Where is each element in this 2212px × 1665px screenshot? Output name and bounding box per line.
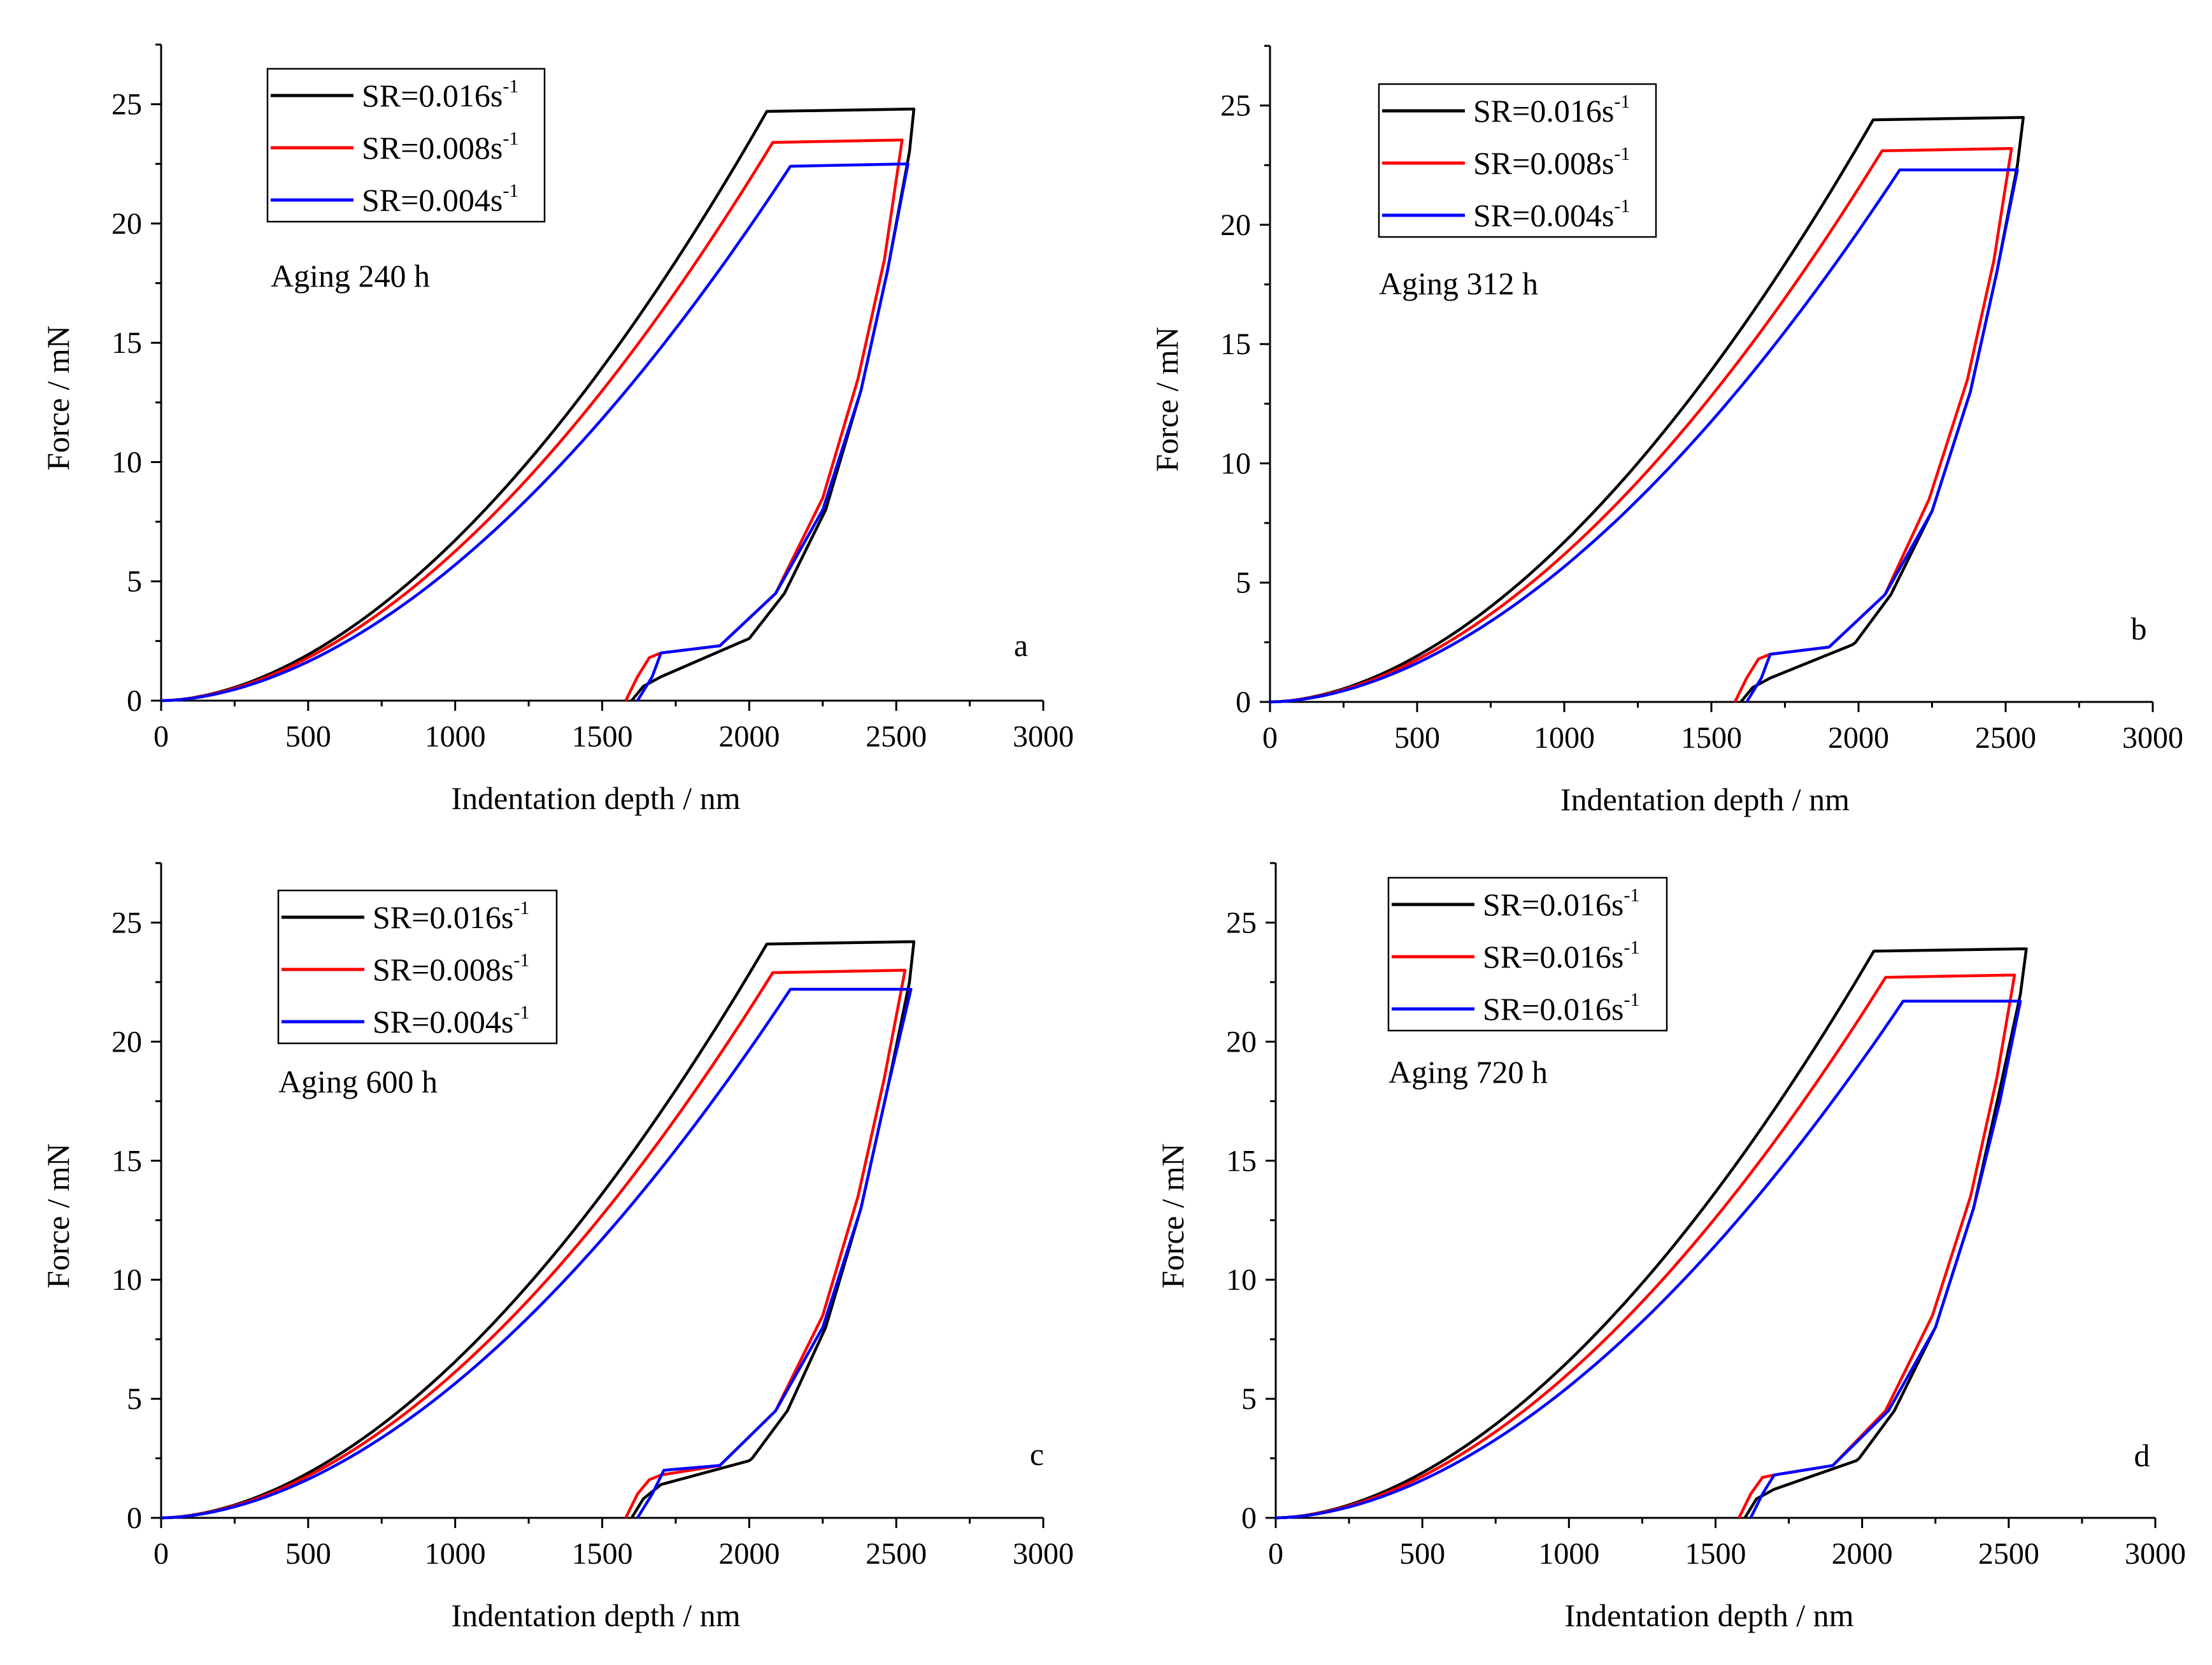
x-tick-label: 1500 <box>572 720 633 754</box>
series-line-1 <box>161 138 904 703</box>
series-line-0 <box>1269 116 2025 704</box>
y-tick-label: 10 <box>1220 447 1251 480</box>
x-tick-label: 1500 <box>572 1537 633 1571</box>
x-tick-label: 0 <box>153 1537 169 1571</box>
x-tick-label: 2000 <box>718 1537 780 1571</box>
series-line-1 <box>1269 146 2013 704</box>
y-tick-label: 0 <box>127 1501 142 1535</box>
series-line-2 <box>1275 999 2022 1520</box>
y-axis-label: Force / mN <box>40 1143 76 1289</box>
y-axis-label: Force / mN <box>1149 327 1185 472</box>
y-tick-label: 20 <box>111 207 142 241</box>
legend-label-0: SR=0.016s-1 <box>373 897 529 935</box>
x-tick-label: 500 <box>285 720 331 754</box>
y-tick-label: 15 <box>1226 1144 1257 1178</box>
x-axis-label: Indentation depth / nm <box>451 1597 740 1633</box>
legend-label-0: SR=0.016s-1 <box>1483 885 1639 922</box>
panel-label: d <box>2134 1438 2150 1473</box>
x-axis-label: Indentation depth / nm <box>1560 782 1850 817</box>
series-line-1 <box>1275 973 2016 1520</box>
panel-label: b <box>2131 611 2147 647</box>
aging-annotation: Aging 240 h <box>271 258 430 294</box>
aging-annotation: Aging 312 h <box>1379 266 1538 301</box>
y-tick-label: 0 <box>127 684 142 718</box>
y-tick-label: 15 <box>111 326 142 360</box>
aging-annotation: Aging 720 h <box>1388 1054 1548 1090</box>
aging-annotation: Aging 600 h <box>278 1064 438 1099</box>
legend-label-2: SR=0.016s-1 <box>1483 989 1639 1027</box>
y-tick-label: 25 <box>1220 89 1251 123</box>
y-tick-label: 10 <box>1226 1263 1257 1297</box>
legend-label-1: SR=0.008s-1 <box>373 950 529 987</box>
x-tick-label: 3000 <box>2122 721 2183 755</box>
x-tick-label: 0 <box>1268 1537 1283 1571</box>
x-tick-label: 0 <box>1262 721 1278 755</box>
series-line-2 <box>161 162 910 703</box>
y-tick-label: 20 <box>1220 208 1251 242</box>
y-tick-label: 5 <box>1236 566 1251 600</box>
x-tick-label: 2500 <box>1978 1537 2039 1571</box>
legend-label-0: SR=0.016s-1 <box>1473 91 1630 129</box>
y-tick-label: 10 <box>111 1263 142 1297</box>
y-tick-label: 25 <box>111 88 142 122</box>
x-tick-label: 2500 <box>1975 721 2036 755</box>
y-tick-label: 15 <box>1220 327 1251 361</box>
panel-b: 0 500 1000 1500 2000 2500 3000 0 5 10 15 20 25 Indent… <box>1149 45 2183 817</box>
panel-a: 0 500 1000 1500 2000 2500 3000 0 5 10 15 20 25 Indent… <box>40 43 1074 816</box>
x-axis-label: Indentation depth / nm <box>451 780 740 816</box>
series-line-2 <box>1269 168 2019 704</box>
panel-label: c <box>1030 1436 1044 1472</box>
legend-label-0: SR=0.016s-1 <box>362 76 518 113</box>
panel-d: 0 500 1000 1500 2000 2500 3000 0 5 10 15 20 25 Indent… <box>1155 862 2186 1633</box>
legend-label-2: SR=0.004s-1 <box>373 1002 529 1040</box>
legend-label-1: SR=0.016s-1 <box>1483 937 1639 975</box>
x-tick-label: 1500 <box>1681 721 1742 755</box>
x-tick-label: 3000 <box>2125 1537 2186 1571</box>
x-tick-label: 2500 <box>866 1537 927 1571</box>
y-axis-label: Force / mN <box>40 325 76 471</box>
x-tick-label: 500 <box>1399 1537 1445 1571</box>
legend-label-2: SR=0.004s-1 <box>362 180 518 218</box>
x-tick-label: 500 <box>285 1537 331 1571</box>
y-tick-label: 15 <box>111 1144 142 1178</box>
y-tick-label: 0 <box>1236 685 1251 719</box>
x-tick-label: 2000 <box>1828 721 1889 755</box>
y-tick-label: 25 <box>1226 906 1257 940</box>
x-tick-label: 2000 <box>1832 1537 1893 1571</box>
y-tick-label: 25 <box>111 906 142 940</box>
legend-label-1: SR=0.008s-1 <box>362 128 518 166</box>
y-tick-label: 0 <box>1241 1501 1257 1535</box>
panel-label: a <box>1014 627 1028 663</box>
series-line-0 <box>161 940 916 1520</box>
y-tick-label: 5 <box>127 1382 142 1416</box>
y-tick-label: 20 <box>111 1025 142 1059</box>
y-tick-label: 10 <box>111 445 142 479</box>
x-tick-label: 1500 <box>1685 1537 1746 1571</box>
x-tick-label: 0 <box>153 720 169 754</box>
x-tick-label: 1000 <box>425 1537 486 1571</box>
y-tick-label: 5 <box>127 565 142 599</box>
x-tick-label: 1000 <box>1538 1537 1599 1571</box>
y-tick-label: 5 <box>1241 1382 1257 1416</box>
series-line-0 <box>1275 947 2028 1520</box>
series-line-2 <box>161 987 913 1520</box>
y-tick-label: 20 <box>1226 1025 1257 1059</box>
series-line-1 <box>161 968 907 1520</box>
x-tick-label: 3000 <box>1013 720 1074 754</box>
legend-label-2: SR=0.004s-1 <box>1473 196 1630 233</box>
x-tick-label: 2000 <box>718 720 780 754</box>
series-line-0 <box>161 107 916 703</box>
x-axis-label: Indentation depth / nm <box>1564 1597 1853 1633</box>
x-tick-label: 3000 <box>1013 1537 1074 1571</box>
x-tick-label: 1000 <box>1534 721 1595 755</box>
x-tick-label: 500 <box>1394 721 1440 755</box>
legend-label-1: SR=0.008s-1 <box>1473 143 1630 181</box>
x-tick-label: 2500 <box>866 720 927 754</box>
x-tick-label: 1000 <box>425 720 486 754</box>
panel-c: 0 500 1000 1500 2000 2500 3000 0 5 10 15 20 25 Indent… <box>40 862 1074 1633</box>
y-axis-label: Force / mN <box>1155 1143 1190 1289</box>
